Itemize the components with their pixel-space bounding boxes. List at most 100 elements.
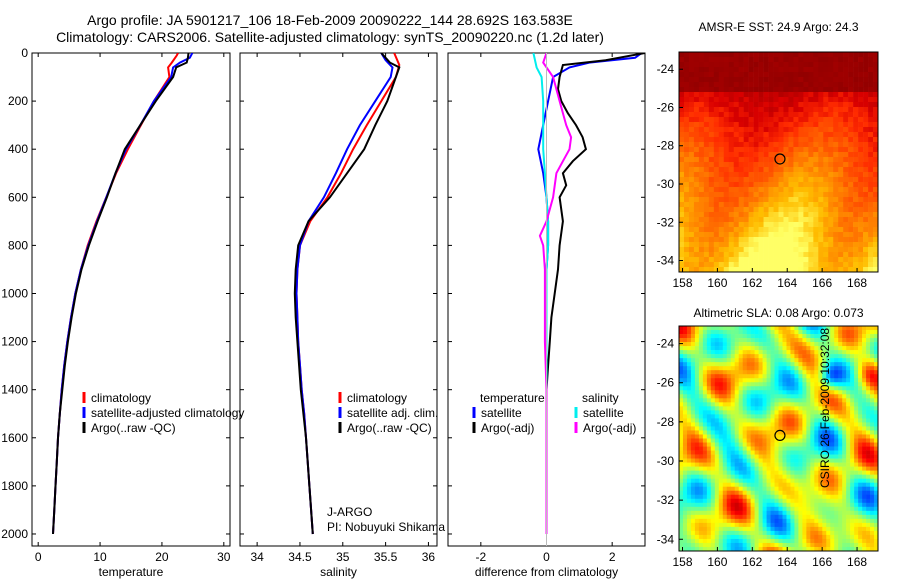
sla-cell	[858, 518, 863, 524]
sla-cell	[814, 470, 819, 475]
sst-cell	[679, 197, 685, 203]
sst-cell	[848, 162, 854, 168]
sst-cell	[713, 77, 720, 83]
sst-cell	[728, 137, 735, 143]
sla-cell	[854, 354, 859, 359]
sla-cell	[790, 446, 795, 451]
sst-cell	[858, 187, 864, 193]
sst-cell	[723, 107, 730, 113]
sla-cell	[870, 434, 875, 439]
sla-cell	[722, 386, 728, 391]
sla-cell	[718, 462, 724, 467]
sst-cell	[788, 227, 794, 233]
sst-cell	[713, 172, 720, 178]
sst-cell	[813, 107, 819, 113]
sla-cell	[758, 490, 763, 496]
sla-cell	[722, 498, 728, 504]
sst-cell	[778, 242, 784, 248]
sla-cell	[838, 382, 843, 387]
sla-cell	[682, 494, 688, 500]
sla-cell	[862, 346, 867, 351]
sst-cell	[748, 222, 754, 228]
sla-cell	[738, 466, 743, 471]
sst-cell	[823, 77, 829, 83]
sla-cell	[862, 510, 867, 516]
sst-cell	[773, 167, 779, 173]
sla-cell	[758, 446, 763, 451]
sla-cell	[810, 326, 815, 331]
sla-cell	[714, 462, 720, 467]
sst-cell	[853, 247, 859, 253]
sla-cell	[682, 502, 688, 508]
sst-cell	[808, 167, 814, 173]
sla-cell	[686, 470, 692, 475]
sla-cell	[766, 410, 771, 415]
sla-cell	[874, 534, 879, 540]
sla-cell	[754, 418, 759, 423]
sla-cell	[806, 378, 811, 383]
sst-cell	[778, 182, 784, 188]
sla-cell	[814, 426, 819, 431]
sla-cell	[838, 386, 843, 391]
sla-cell	[746, 478, 751, 483]
sst-cell	[858, 127, 864, 133]
sst-cell	[813, 157, 819, 163]
sla-cell	[766, 346, 771, 351]
sst-cell	[703, 92, 710, 98]
sst-cell	[703, 212, 710, 218]
sla-cell	[762, 390, 767, 395]
map-x-tick-label: 166	[812, 555, 832, 569]
sst-cell	[708, 212, 715, 218]
sla-cell	[822, 426, 827, 431]
sla-cell	[734, 378, 739, 383]
sst-cell	[698, 132, 705, 138]
sla-cell	[718, 430, 724, 435]
sla-cell	[830, 406, 835, 411]
sla-cell	[854, 342, 859, 347]
sla-cell	[758, 494, 763, 500]
sst-cell	[723, 212, 730, 218]
legend-entry: Argo(..raw -QC)	[347, 421, 432, 435]
sla-cell	[694, 426, 700, 431]
sla-cell	[762, 438, 767, 443]
sst-cell	[823, 127, 829, 133]
sla-cell	[734, 442, 739, 447]
sla-cell	[754, 326, 759, 331]
sst-cell	[768, 127, 774, 133]
series-line-temperature-argo-adj-	[545, 53, 645, 534]
sla-cell	[690, 442, 696, 447]
sst-cell	[838, 117, 844, 123]
sst-cell	[798, 127, 804, 133]
sla-cell	[766, 538, 771, 544]
sst-cell	[683, 182, 690, 188]
sla-cell	[866, 378, 871, 383]
sla-cell	[798, 362, 803, 367]
sst-cell	[873, 77, 879, 83]
sst-cell	[713, 202, 720, 208]
sst-cell	[723, 77, 730, 83]
sla-cell	[706, 330, 712, 335]
sla-cell	[818, 450, 823, 455]
sla-cell	[758, 502, 763, 508]
sla-cell	[754, 470, 759, 475]
sla-cell	[718, 390, 724, 395]
sla-cell	[730, 526, 736, 532]
sst-cell	[858, 152, 864, 158]
sla-cell	[738, 334, 743, 339]
sst-cell	[738, 182, 744, 188]
sla-cell	[782, 350, 787, 355]
sst-cell	[688, 132, 695, 138]
sst-cell	[738, 187, 744, 193]
sst-cell	[818, 92, 824, 98]
sst-cell	[758, 232, 764, 238]
sst-cell	[723, 57, 730, 63]
sst-cell	[679, 52, 685, 58]
sst-cell	[748, 232, 754, 238]
sla-cell	[770, 430, 775, 435]
sla-cell	[874, 498, 879, 504]
sla-cell	[762, 502, 767, 508]
sla-cell	[710, 506, 716, 512]
sst-cell	[703, 167, 710, 173]
map-x-tick-label: 166	[812, 276, 832, 290]
sst-cell	[843, 222, 849, 228]
